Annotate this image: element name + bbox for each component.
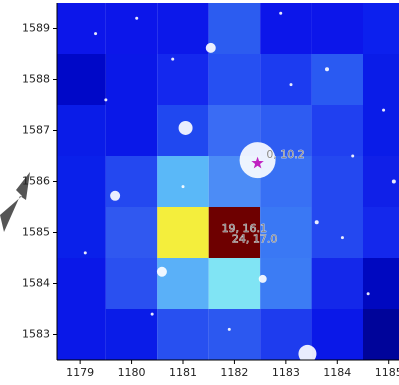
pixel-cell xyxy=(106,3,157,54)
y-tick-label: 1587 xyxy=(22,124,50,137)
pixel-cell xyxy=(209,3,260,54)
pixel-cell xyxy=(312,156,363,207)
pixel-cell xyxy=(363,54,399,105)
pixel-cell xyxy=(106,258,157,309)
pixel-cell xyxy=(54,3,105,54)
pixel-cell xyxy=(363,309,399,360)
pixel-cell xyxy=(209,54,260,105)
annotation: 24, 17.0 xyxy=(232,233,277,246)
star xyxy=(279,12,282,15)
star xyxy=(110,191,120,201)
pixel-cell xyxy=(209,258,260,309)
pixel-cell xyxy=(312,207,363,258)
pixel-cell xyxy=(106,54,157,105)
pixel-cell xyxy=(157,54,208,105)
pixel-cell xyxy=(54,54,105,105)
pixel-cell xyxy=(157,258,208,309)
pixel-cell xyxy=(260,3,311,54)
pixel-cell xyxy=(54,156,105,207)
pixel-cell xyxy=(54,258,105,309)
x-tick-label: 1183 xyxy=(272,366,300,379)
pixel-cell xyxy=(312,3,363,54)
x-tick-label: 1185 xyxy=(375,366,399,379)
y-tick-label: 1586 xyxy=(22,175,50,188)
pixel-cell xyxy=(260,54,311,105)
pixel-cell xyxy=(209,309,260,360)
star xyxy=(171,58,174,61)
star xyxy=(382,109,385,112)
pixel-cell xyxy=(363,258,399,309)
pixel-cell xyxy=(363,207,399,258)
plot-area: 0, 10.219, 16.124, 17.0 xyxy=(54,3,399,363)
y-tick-label: 1585 xyxy=(22,226,50,239)
chart: 0, 10.219, 16.124, 17.0 1583 1584 1585 1586… xyxy=(0,0,399,381)
y-tick-label: 1589 xyxy=(22,22,50,35)
pixel-cell xyxy=(312,105,363,156)
star xyxy=(94,32,97,35)
y-tick-label: 1583 xyxy=(22,328,50,341)
star xyxy=(179,121,193,135)
star xyxy=(351,155,354,158)
star xyxy=(367,292,370,295)
pixel-cell xyxy=(106,105,157,156)
star xyxy=(135,17,138,20)
x-tick-label: 1182 xyxy=(220,366,248,379)
pixel-cell xyxy=(54,105,105,156)
pixel-cell xyxy=(54,309,105,360)
star xyxy=(315,220,319,224)
pixel-cell xyxy=(157,207,208,258)
pixel-cell xyxy=(157,3,208,54)
annotation: 0, 10.2 xyxy=(266,148,304,161)
x-tick-label: 1180 xyxy=(118,366,146,379)
pixel-cell xyxy=(312,309,363,360)
star xyxy=(206,43,216,53)
pixel-cell xyxy=(106,207,157,258)
pixel-cell xyxy=(363,3,399,54)
pixel-cell xyxy=(312,54,363,105)
pixel-cell xyxy=(260,258,311,309)
star xyxy=(290,83,293,86)
x-tick-label: 1184 xyxy=(323,366,351,379)
y-tick-label: 1588 xyxy=(22,73,50,86)
star xyxy=(259,275,267,283)
star xyxy=(157,267,167,277)
pixel-cell xyxy=(157,156,208,207)
star xyxy=(392,180,396,184)
star xyxy=(325,67,329,71)
star xyxy=(104,98,107,101)
pixel-cell xyxy=(363,105,399,156)
star xyxy=(228,328,231,331)
star xyxy=(341,236,344,239)
star xyxy=(182,185,185,188)
star xyxy=(84,251,87,254)
x-tick-label: 1179 xyxy=(66,366,94,379)
x-tick-label: 1181 xyxy=(169,366,197,379)
star xyxy=(151,313,154,316)
pixel-cell xyxy=(106,309,157,360)
pixel-cell xyxy=(54,207,105,258)
pixel-cell xyxy=(312,258,363,309)
pixel-cell xyxy=(157,309,208,360)
y-tick-label: 1584 xyxy=(22,277,50,290)
